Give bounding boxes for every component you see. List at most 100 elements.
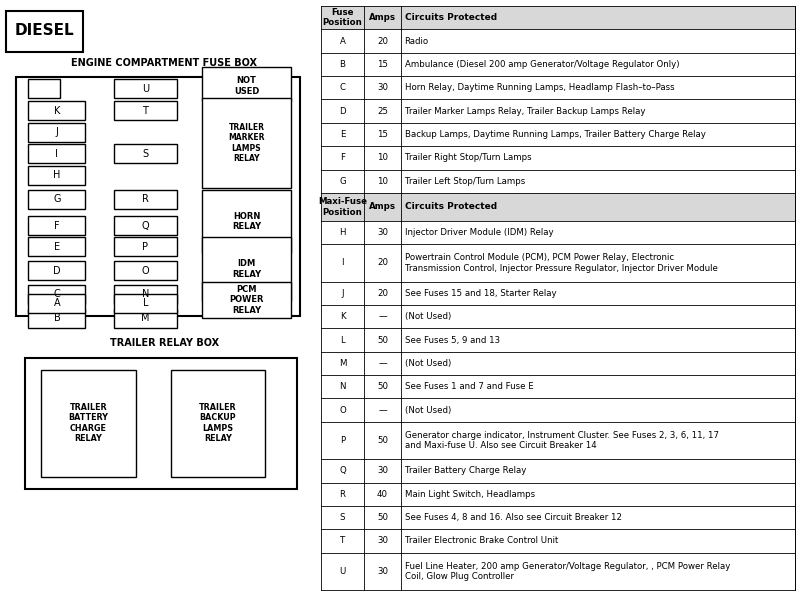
Text: Trailer Right Stop/Turn Lamps: Trailer Right Stop/Turn Lamps: [405, 153, 531, 162]
Text: Main Light Switch, Headlamps: Main Light Switch, Headlamps: [405, 490, 534, 499]
Text: 30: 30: [377, 83, 388, 92]
Text: (Not Used): (Not Used): [405, 359, 451, 368]
Bar: [202, 98, 290, 188]
Bar: [321, 552, 795, 590]
Bar: [114, 261, 177, 280]
Text: A: A: [54, 299, 60, 308]
Text: TRAILER RELAY BOX: TRAILER RELAY BOX: [110, 338, 219, 347]
Text: 30: 30: [377, 536, 388, 545]
Text: M: M: [141, 313, 150, 323]
Bar: [321, 221, 795, 244]
Text: DIESEL: DIESEL: [14, 23, 74, 39]
Text: K: K: [54, 106, 60, 116]
Text: D: D: [53, 266, 61, 275]
Bar: [41, 370, 136, 477]
Text: Injector Driver Module (IDM) Relay: Injector Driver Module (IDM) Relay: [405, 228, 553, 237]
Bar: [114, 285, 177, 304]
Text: —: —: [378, 359, 387, 368]
Text: Amps: Amps: [369, 13, 396, 22]
Bar: [114, 309, 177, 328]
Text: F: F: [54, 221, 60, 231]
Bar: [29, 261, 86, 280]
Text: 25: 25: [377, 107, 388, 116]
Text: Q: Q: [142, 221, 149, 231]
Text: Circuits Protected: Circuits Protected: [405, 13, 497, 22]
Bar: [321, 193, 795, 221]
Text: J: J: [342, 289, 344, 298]
Text: 50: 50: [377, 382, 388, 392]
Text: O: O: [339, 406, 346, 415]
Text: C: C: [340, 83, 346, 92]
Bar: [321, 169, 795, 193]
Text: Ambulance (Diesel 200 amp Generator/Voltage Regulator Only): Ambulance (Diesel 200 amp Generator/Volt…: [405, 60, 679, 69]
Bar: [321, 506, 795, 529]
Text: R: R: [340, 490, 346, 499]
Text: 30: 30: [377, 567, 388, 576]
Bar: [321, 422, 795, 459]
Text: Generator charge indicator, Instrument Cluster. See Fuses 2, 3, 6, 11, 17
and Ma: Generator charge indicator, Instrument C…: [405, 431, 718, 450]
Text: T: T: [340, 536, 346, 545]
Text: U: U: [339, 567, 346, 576]
Text: B: B: [340, 60, 346, 69]
Text: Horn Relay, Daytime Running Lamps, Headlamp Flash–to–Pass: Horn Relay, Daytime Running Lamps, Headl…: [405, 83, 674, 92]
Bar: [29, 285, 86, 304]
Bar: [26, 358, 297, 489]
Bar: [114, 190, 177, 209]
Text: N: N: [142, 290, 149, 299]
Bar: [29, 166, 86, 185]
Text: G: G: [53, 194, 61, 204]
Bar: [202, 237, 290, 301]
Text: Fuel Line Heater, 200 amp Generator/Voltage Regulator, , PCM Power Relay
Coil, G: Fuel Line Heater, 200 amp Generator/Volt…: [405, 561, 730, 581]
Text: E: E: [340, 130, 346, 139]
Text: A: A: [340, 36, 346, 45]
Bar: [321, 29, 795, 52]
Text: P: P: [142, 242, 148, 252]
Text: Trailer Marker Lamps Relay, Trailer Backup Lamps Relay: Trailer Marker Lamps Relay, Trailer Back…: [405, 107, 645, 116]
Text: T: T: [142, 106, 148, 116]
Text: 30: 30: [377, 467, 388, 476]
Bar: [29, 294, 86, 313]
Bar: [16, 77, 300, 316]
Bar: [321, 146, 795, 169]
Text: —: —: [378, 406, 387, 415]
Text: P: P: [340, 436, 345, 445]
Text: N: N: [339, 382, 346, 392]
Bar: [321, 399, 795, 422]
Text: L: L: [340, 336, 345, 344]
Text: S: S: [340, 513, 346, 522]
Text: (Not Used): (Not Used): [405, 406, 451, 415]
Text: —: —: [378, 312, 387, 321]
Text: Circuits Protected: Circuits Protected: [405, 203, 497, 212]
Bar: [29, 309, 86, 328]
Bar: [29, 237, 86, 256]
Text: Maxi-Fuse
Position: Maxi-Fuse Position: [318, 197, 367, 216]
Text: 50: 50: [377, 336, 388, 344]
Text: 40: 40: [377, 490, 388, 499]
Text: U: U: [142, 84, 149, 94]
Text: HORN
RELAY: HORN RELAY: [232, 212, 261, 231]
Text: IDM
RELAY: IDM RELAY: [232, 259, 261, 279]
Text: I: I: [55, 149, 58, 159]
Bar: [202, 67, 290, 101]
Text: 50: 50: [377, 513, 388, 522]
Text: K: K: [340, 312, 346, 321]
Text: M: M: [339, 359, 346, 368]
Bar: [114, 294, 177, 313]
Text: TRAILER
MARKER
LAMPS
RELAY: TRAILER MARKER LAMPS RELAY: [228, 123, 265, 163]
Text: 20: 20: [377, 289, 388, 298]
Text: PCM
POWER
RELAY: PCM POWER RELAY: [230, 285, 264, 315]
Text: B: B: [54, 313, 60, 323]
Bar: [321, 244, 795, 282]
Text: 10: 10: [377, 153, 388, 162]
Text: Powertrain Control Module (PCM), PCM Power Relay, Electronic
Transmission Contro: Powertrain Control Module (PCM), PCM Pow…: [405, 253, 718, 272]
Text: H: H: [53, 170, 61, 180]
Bar: [114, 237, 177, 256]
Bar: [321, 459, 795, 483]
Text: 20: 20: [377, 259, 388, 268]
Text: E: E: [54, 242, 60, 252]
Bar: [321, 100, 795, 123]
Text: G: G: [339, 176, 346, 186]
Bar: [202, 190, 290, 253]
Text: J: J: [55, 128, 58, 137]
Bar: [114, 144, 177, 163]
